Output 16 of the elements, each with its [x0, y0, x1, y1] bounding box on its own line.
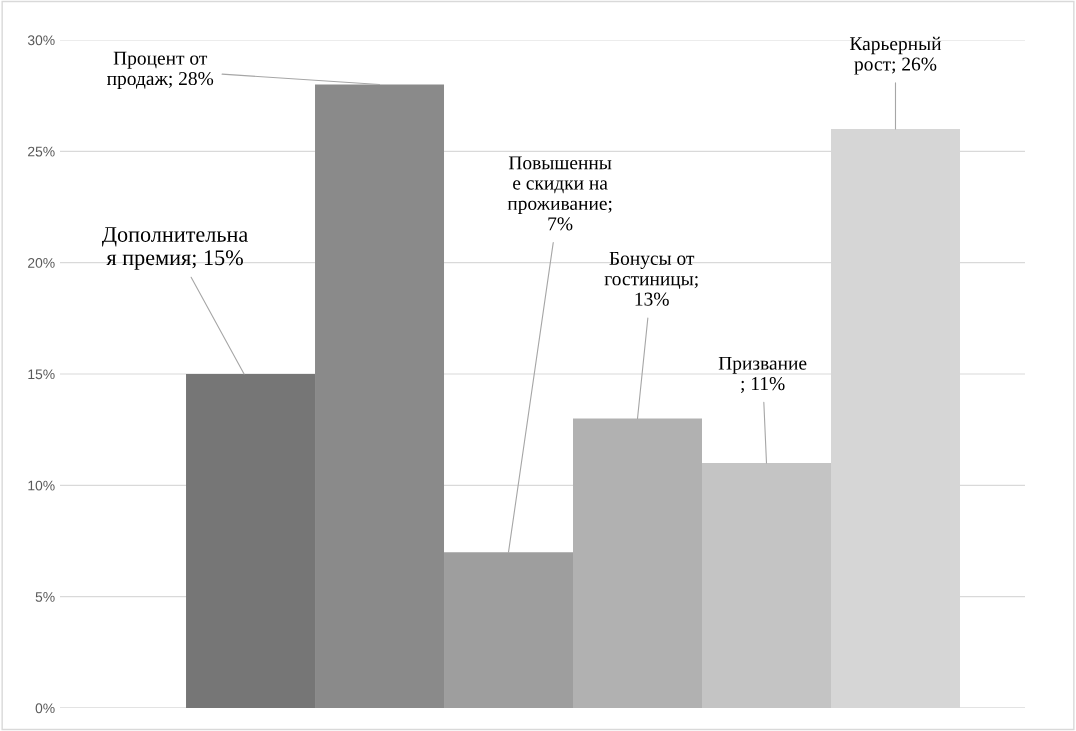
data-label: Призвание ; 11%: [718, 356, 807, 393]
data-label: Бонусы от гостиницы; 13%: [604, 252, 698, 306]
data-label: Карьерный рост; 26%: [849, 36, 942, 75]
data-label: Процент от продаж; 28%: [107, 51, 214, 90]
y-tick-label: 20%: [28, 258, 55, 268]
bar: [315, 84, 445, 708]
y-tick-label: 5%: [35, 592, 55, 602]
y-tick-label: 10%: [28, 480, 55, 491]
y-tick-label: 15%: [28, 369, 55, 380]
bar: [186, 374, 316, 708]
y-tick-label: 0%: [35, 703, 55, 714]
data-label: Повышенны е скидки на проживание; 7%: [507, 156, 612, 231]
data-label: Дополнительна я премия; 15%: [102, 227, 248, 270]
y-tick-label: 30%: [27, 35, 55, 46]
y-tick-label: 25%: [28, 146, 55, 157]
bar: [702, 463, 831, 708]
